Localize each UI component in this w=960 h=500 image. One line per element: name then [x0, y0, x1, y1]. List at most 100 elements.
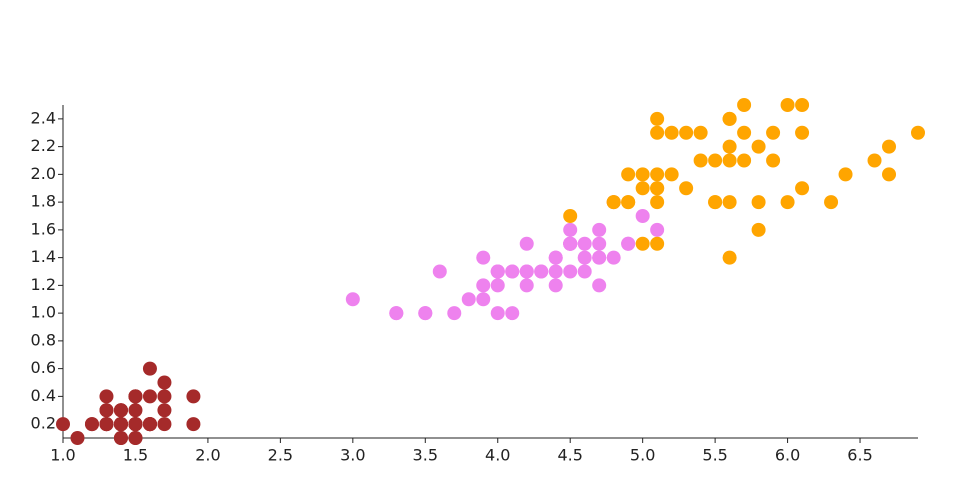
- point: [693, 153, 708, 168]
- point: [142, 417, 157, 432]
- point: [389, 306, 404, 321]
- point: [737, 125, 752, 140]
- point: [142, 361, 157, 376]
- point: [650, 195, 665, 210]
- point: [577, 250, 592, 265]
- point: [476, 278, 491, 293]
- point: [113, 417, 128, 432]
- point: [99, 417, 114, 432]
- point: [490, 278, 505, 293]
- point: [780, 195, 795, 210]
- point: [722, 250, 737, 265]
- point: [563, 209, 578, 223]
- point: [461, 292, 476, 307]
- point: [548, 278, 563, 293]
- y-tick-label: 0.8: [31, 330, 56, 349]
- point: [70, 431, 85, 445]
- point: [113, 431, 128, 445]
- point: [679, 125, 694, 140]
- point: [882, 139, 897, 154]
- point: [186, 389, 201, 404]
- point: [606, 195, 621, 210]
- point: [142, 389, 157, 404]
- point: [650, 167, 665, 182]
- y-tick-label: 0.6: [31, 358, 56, 377]
- point: [650, 125, 665, 140]
- point: [722, 111, 737, 126]
- point: [795, 98, 810, 112]
- point: [795, 125, 810, 140]
- point: [505, 306, 520, 321]
- point: [766, 153, 781, 168]
- point: [157, 375, 172, 390]
- point: [157, 389, 172, 404]
- point: [490, 306, 505, 321]
- y-tick-label: 1.8: [31, 192, 56, 211]
- point: [99, 389, 114, 404]
- point: [577, 236, 592, 251]
- x-tick-label: 6.0: [775, 446, 800, 465]
- point: [882, 167, 897, 182]
- point: [128, 389, 143, 404]
- point: [186, 417, 201, 432]
- x-tick-label: 2.0: [195, 446, 220, 465]
- point: [737, 98, 752, 112]
- point: [867, 153, 882, 168]
- x-tick-label: 4.5: [557, 446, 582, 465]
- point: [693, 125, 708, 140]
- x-tick-label: 5.5: [702, 446, 727, 465]
- point: [795, 181, 810, 196]
- point: [548, 264, 563, 279]
- point: [838, 167, 853, 182]
- point: [157, 417, 172, 432]
- point: [447, 306, 462, 321]
- point: [418, 306, 433, 321]
- y-tick-label: 1.2: [31, 275, 56, 294]
- point: [766, 125, 781, 140]
- point: [563, 222, 578, 237]
- x-tick-label: 5.0: [630, 446, 655, 465]
- point: [650, 181, 665, 196]
- point: [128, 431, 143, 445]
- point: [606, 250, 621, 265]
- x-tick-label: 2.5: [268, 446, 293, 465]
- x-tick-label: 3.5: [413, 446, 438, 465]
- point: [563, 236, 578, 251]
- x-tick-label: 1.5: [123, 446, 148, 465]
- point: [577, 264, 592, 279]
- point: [650, 222, 665, 237]
- y-tick-label: 0.4: [31, 386, 56, 405]
- point: [56, 417, 70, 432]
- point: [635, 181, 650, 196]
- point: [505, 264, 520, 279]
- x-tick-label: 6.5: [847, 446, 872, 465]
- point: [592, 222, 607, 237]
- point: [635, 236, 650, 251]
- point: [664, 125, 679, 140]
- y-tick-label: 0.2: [31, 414, 56, 433]
- point: [635, 209, 650, 223]
- point: [751, 222, 766, 237]
- point: [563, 264, 578, 279]
- x-tick-label: 4.0: [485, 446, 510, 465]
- point: [708, 153, 723, 168]
- point: [432, 264, 447, 279]
- point: [679, 181, 694, 196]
- x-tick-label: 1.0: [50, 446, 75, 465]
- point: [722, 139, 737, 154]
- point: [824, 195, 839, 210]
- point: [534, 264, 549, 279]
- point: [780, 98, 795, 112]
- y-tick-label: 2.4: [31, 108, 56, 127]
- point: [128, 403, 143, 418]
- point: [519, 278, 534, 293]
- point: [519, 236, 534, 251]
- point: [113, 403, 128, 418]
- point: [621, 195, 636, 210]
- point: [592, 250, 607, 265]
- point: [650, 236, 665, 251]
- point: [548, 250, 563, 265]
- point: [621, 167, 636, 182]
